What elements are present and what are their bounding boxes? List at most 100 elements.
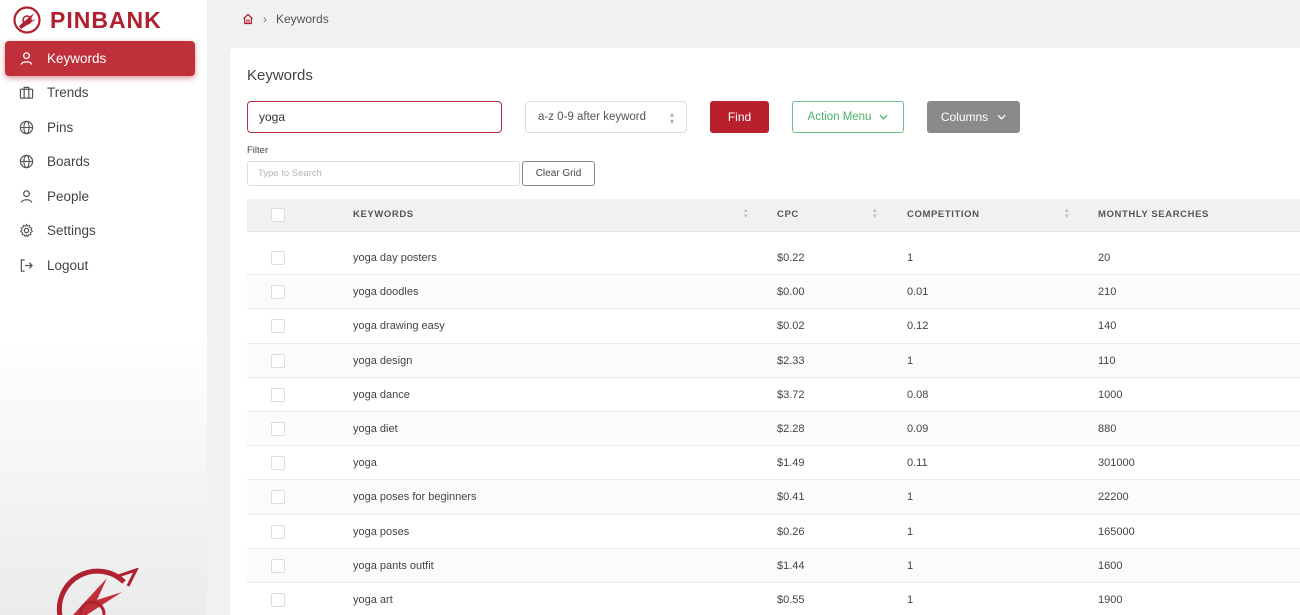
page-title: Keywords xyxy=(247,67,313,84)
cell-keyword: yoga dance xyxy=(353,388,410,401)
row-checkbox[interactable] xyxy=(271,592,285,607)
header-competition[interactable]: COMPETITION xyxy=(907,209,980,220)
header-monthly-searches[interactable]: MONTHLY SEARCHES xyxy=(1098,209,1209,220)
table-row[interactable]: yoga poses for beginners $0.41 1 22200 xyxy=(247,480,1300,515)
sidebar-item-label: Pins xyxy=(47,119,74,135)
cell-cpc: $0.41 xyxy=(777,491,805,504)
row-checkbox[interactable] xyxy=(271,421,285,436)
cell-competition: 1 xyxy=(907,559,914,572)
sidebar-item-label: Logout xyxy=(47,257,89,273)
cell-keyword: yoga diet xyxy=(353,422,398,435)
sidebar-item-logout[interactable]: Logout xyxy=(0,248,207,283)
row-checkbox[interactable] xyxy=(271,285,285,300)
row-checkbox[interactable] xyxy=(271,524,285,539)
sidebar-item-label: Settings xyxy=(47,223,96,239)
sidebar-nav: Keywords Trends Pins Boards People xyxy=(0,41,207,283)
row-checkbox[interactable] xyxy=(271,319,285,334)
table-row[interactable]: yoga drawing easy $0.02 0.12 140 xyxy=(247,309,1300,344)
cell-cpc: $3.72 xyxy=(777,388,805,401)
cell-keyword: yoga design xyxy=(353,354,413,367)
keyword-search-input[interactable] xyxy=(247,101,502,133)
cell-competition: 1 xyxy=(907,593,914,606)
cell-keyword: yoga art xyxy=(353,593,393,606)
cell-monthly-searches: 165000 xyxy=(1098,525,1135,538)
row-checkbox[interactable] xyxy=(271,558,285,573)
select-arrows-icon: ▴ ▾ xyxy=(669,110,674,126)
cell-cpc: $0.00 xyxy=(777,286,805,299)
gear-icon xyxy=(18,223,34,239)
cell-cpc: $1.49 xyxy=(777,457,805,470)
cell-monthly-searches: 140 xyxy=(1098,320,1117,333)
cell-keyword: yoga poses xyxy=(353,525,410,538)
row-checkbox[interactable] xyxy=(271,251,285,265)
header-cpc[interactable]: CPC xyxy=(777,209,799,220)
sidebar-item-pins[interactable]: Pins xyxy=(0,110,207,145)
user-icon xyxy=(18,50,34,66)
cell-keyword: yoga doodles xyxy=(353,286,419,299)
cell-keyword: yoga xyxy=(353,457,377,470)
filter-label: Filter xyxy=(247,145,269,156)
globe-icon xyxy=(18,119,34,135)
sidebar-item-people[interactable]: People xyxy=(0,179,207,214)
brand-logo[interactable]: PINBANK xyxy=(12,5,162,35)
header-keywords[interactable]: KEYWORDS xyxy=(353,209,414,220)
sidebar-item-label: People xyxy=(47,188,90,204)
sort-icon[interactable]: ▴ ▾ xyxy=(1065,207,1069,220)
table-row[interactable]: yoga pants outfit $1.44 1 1600 xyxy=(247,548,1300,583)
table-row[interactable]: yoga day posters $0.22 1 20 xyxy=(247,241,1300,276)
logout-icon xyxy=(18,257,34,273)
keywords-panel: Keywords a-z 0-9 after keyword ▴▾ Find A… xyxy=(230,48,1300,615)
keywords-table: KEYWORDS ▴ ▾ CPC ▴ ▾ COMPETITION ▴ ▾ MONTHL… xyxy=(247,199,1300,615)
sidebar-item-label: Boards xyxy=(47,154,90,170)
sidebar-item-settings[interactable]: Settings xyxy=(0,214,207,249)
sidebar-item-label: Trends xyxy=(47,85,89,101)
action-menu-button[interactable]: Action Menu xyxy=(792,101,904,133)
table-row[interactable]: yoga diet $2.28 0.09 880 xyxy=(247,411,1300,447)
cell-keyword: yoga drawing easy xyxy=(353,320,445,333)
filter-input[interactable] xyxy=(247,161,520,186)
action-menu-label: Action Menu xyxy=(807,111,872,123)
chevron-down-icon xyxy=(879,114,889,120)
brand-name: PINBANK xyxy=(50,6,162,33)
sort-icon[interactable]: ▴ ▾ xyxy=(744,207,748,220)
table-row[interactable]: yoga art $0.55 1 1900 xyxy=(247,582,1300,615)
table-row[interactable]: yoga dance $3.72 0.08 1000 xyxy=(247,377,1300,412)
breadcrumb-separator: › xyxy=(263,12,267,26)
cell-keyword: yoga day posters xyxy=(353,252,437,264)
columns-label: Columns xyxy=(940,110,989,124)
cell-keyword: yoga pants outfit xyxy=(353,559,434,572)
sidebar-item-label: Keywords xyxy=(47,50,107,66)
sidebar-item-boards[interactable]: Boards xyxy=(0,145,207,180)
cell-keyword: yoga poses for beginners xyxy=(353,491,477,504)
row-checkbox[interactable] xyxy=(271,456,285,471)
columns-button[interactable]: Columns xyxy=(927,101,1020,133)
select-all-checkbox[interactable] xyxy=(271,208,285,222)
cell-competition: 1 xyxy=(907,525,914,538)
find-button[interactable]: Find xyxy=(710,101,769,133)
sort-order-value: a-z 0-9 after keyword xyxy=(538,111,647,123)
sort-icon[interactable]: ▴ ▾ xyxy=(873,207,877,220)
cell-cpc: $0.55 xyxy=(777,593,805,606)
row-checkbox[interactable] xyxy=(271,353,285,368)
table-row[interactable]: yoga $1.49 0.11 301000 xyxy=(247,446,1300,481)
row-checkbox[interactable] xyxy=(271,490,285,505)
cell-competition: 1 xyxy=(907,252,914,264)
table-row[interactable]: yoga design $2.33 1 110 xyxy=(247,343,1300,378)
clear-grid-button[interactable]: Clear Grid xyxy=(522,161,595,186)
globe-icon xyxy=(18,154,34,170)
home-icon[interactable] xyxy=(242,13,254,25)
sidebar-item-trends[interactable]: Trends xyxy=(0,76,207,111)
cell-monthly-searches: 210 xyxy=(1098,286,1117,299)
table-row[interactable]: yoga doodles $0.00 0.01 210 xyxy=(247,275,1300,310)
sidebar-item-keywords[interactable]: Keywords xyxy=(5,41,195,76)
cell-cpc: $2.33 xyxy=(777,354,805,367)
breadcrumb-current: Keywords xyxy=(276,12,329,26)
cell-competition: 0.12 xyxy=(907,320,929,333)
row-checkbox[interactable] xyxy=(271,387,285,402)
chevron-down-icon xyxy=(997,114,1006,120)
cell-competition: 0.11 xyxy=(907,457,928,470)
cell-cpc: $0.02 xyxy=(777,320,805,333)
sort-order-select[interactable]: a-z 0-9 after keyword ▴ ▾ xyxy=(525,101,687,133)
table-row[interactable]: yoga poses $0.26 1 165000 xyxy=(247,514,1300,549)
cell-monthly-searches: 1600 xyxy=(1098,559,1123,572)
